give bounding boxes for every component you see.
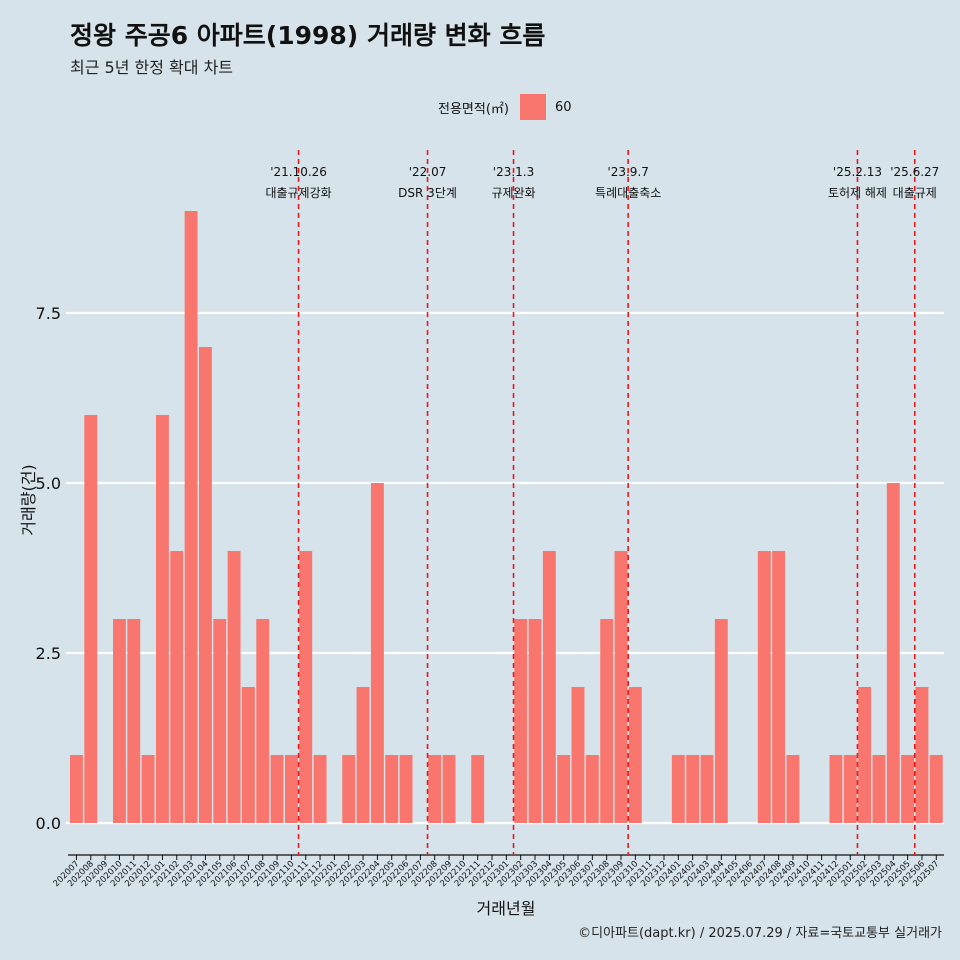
bar <box>571 687 585 823</box>
bar <box>198 347 212 823</box>
bar <box>84 415 98 823</box>
bar <box>628 687 642 823</box>
bar <box>671 755 685 823</box>
bar <box>442 755 456 823</box>
bar <box>542 551 556 823</box>
legend: 전용면적(㎡) 60 <box>438 94 572 120</box>
bar <box>284 755 298 823</box>
bar <box>299 551 313 823</box>
bar <box>428 755 442 823</box>
event-label: 대출규제 <box>893 186 937 200</box>
event-date: '23.9.7 <box>607 165 648 179</box>
event-label: 대출규제강화 <box>265 186 331 200</box>
bar <box>858 687 872 823</box>
bar <box>786 755 800 823</box>
bar <box>829 755 843 823</box>
event-label: 특례대출축소 <box>595 186 661 200</box>
bar <box>585 755 599 823</box>
bar <box>686 755 700 823</box>
legend-title: 전용면적(㎡) <box>438 101 509 117</box>
bar <box>886 483 900 823</box>
bar <box>901 755 915 823</box>
legend-label: 60 <box>554 99 572 115</box>
event-label: 규제완화 <box>491 186 535 200</box>
y-axis-title: 거래량(건) <box>19 464 38 535</box>
bar <box>872 755 886 823</box>
bar <box>70 755 83 823</box>
bar <box>700 755 714 823</box>
bar <box>313 755 327 823</box>
bar <box>155 415 169 823</box>
bar <box>772 551 786 823</box>
y-tick-label: 5.0 <box>36 474 61 493</box>
event-date: '21.10.26 <box>270 165 327 179</box>
bar <box>557 755 571 823</box>
event-date: '25.2.13 <box>833 165 882 179</box>
event-date: '25.6.27 <box>890 165 939 179</box>
bar <box>213 619 227 823</box>
event-label: DSR 3단계 <box>398 186 457 200</box>
bar <box>843 755 857 823</box>
bar <box>757 551 771 823</box>
y-tick-label: 0.0 <box>36 814 61 833</box>
bar <box>112 619 126 823</box>
bar <box>141 755 155 823</box>
x-axis-title: 거래년월 <box>477 899 536 918</box>
bar <box>227 551 241 823</box>
bar <box>614 551 628 823</box>
bar <box>528 619 542 823</box>
bar <box>270 755 284 823</box>
event-date: '23.1.3 <box>493 165 534 179</box>
chart-subtitle: 최근 5년 한정 확대 차트 <box>70 58 234 77</box>
bar <box>514 619 528 823</box>
bar <box>399 755 413 823</box>
bar <box>385 755 399 823</box>
bar <box>471 755 485 823</box>
bar <box>714 619 728 823</box>
legend-swatch <box>519 94 546 120</box>
event-label: 토허제 해제 <box>828 186 887 200</box>
event-date: '22.07 <box>409 165 447 179</box>
bar <box>600 619 614 823</box>
bar <box>241 687 255 823</box>
bar <box>342 755 356 823</box>
chart-title: 정왕 주공6 아파트(1998) 거래량 변화 흐름 <box>70 21 546 50</box>
bar <box>170 551 184 823</box>
bar <box>127 619 141 823</box>
bar <box>370 483 384 823</box>
bar <box>184 211 198 823</box>
bar <box>256 619 270 823</box>
y-tick-label: 7.5 <box>36 304 61 323</box>
bar <box>915 687 929 823</box>
bar <box>929 755 943 823</box>
bar <box>356 687 370 823</box>
caption: ©디아파트(dapt.kr) / 2025.07.29 / 자료=국토교통부 실… <box>578 926 942 941</box>
y-tick-label: 2.5 <box>36 644 61 663</box>
